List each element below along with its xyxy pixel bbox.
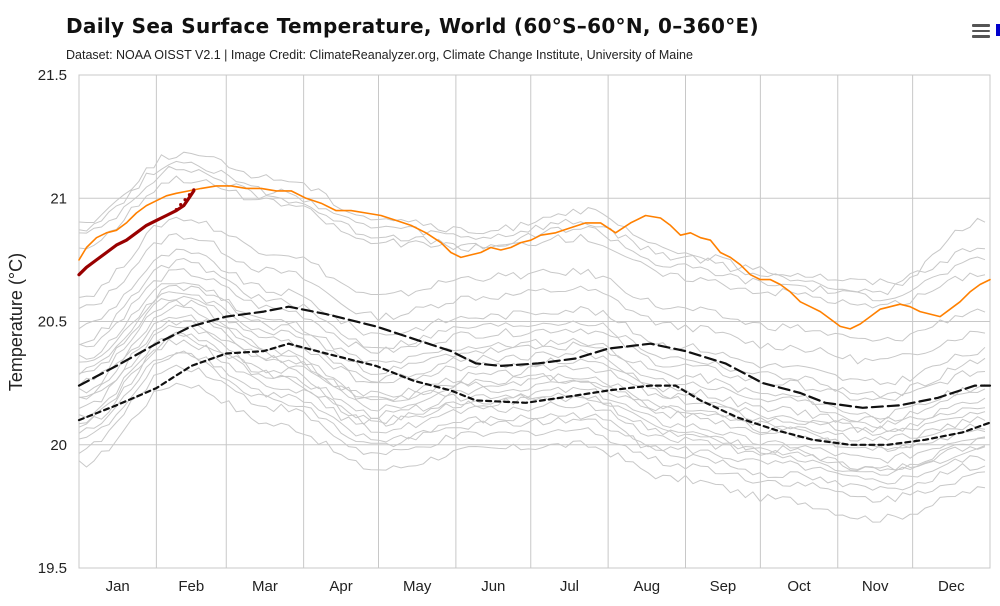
- current-tip-dot: [187, 193, 192, 197]
- y-tick-label: 20: [50, 437, 67, 454]
- background-year-line: [78, 282, 986, 420]
- background-year-line: [78, 284, 986, 424]
- background-year-line: [78, 314, 986, 451]
- background-year-line: [78, 299, 986, 436]
- background-year-line: [78, 304, 986, 442]
- background-year-line: [78, 382, 986, 523]
- background-year-line: [78, 319, 986, 453]
- y-axis-label: Temperature (°C): [6, 253, 26, 391]
- background-years-layer: [78, 151, 986, 523]
- current-tip-dot: [174, 207, 178, 212]
- background-year-line: [78, 324, 986, 464]
- background-year-line: [78, 338, 986, 476]
- y-tick-label: 21: [50, 190, 67, 207]
- edge-link-marker: [996, 24, 1000, 36]
- x-tick-label: Jan: [106, 578, 130, 595]
- x-tick-label: May: [403, 578, 432, 595]
- x-tick-label: Jul: [560, 578, 579, 595]
- background-year-line: [78, 268, 986, 401]
- x-tick-label: Apr: [329, 578, 352, 595]
- background-year-line: [78, 291, 986, 429]
- x-tick-label: Mar: [252, 578, 278, 595]
- series-line-previous: [78, 185, 991, 330]
- background-year-line: [78, 160, 986, 296]
- chart-title: Daily Sea Surface Temperature, World (60…: [66, 14, 759, 38]
- x-tick-label: Dec: [938, 578, 965, 595]
- axis-layer: 19.5 20 20.5 21 21.5 Jan Feb Mar Apr May Jun Jul Aug…: [38, 67, 965, 595]
- background-year-line: [78, 233, 986, 365]
- background-year-line: [78, 350, 986, 485]
- y-tick-label: 21.5: [38, 67, 67, 84]
- x-tick-label: Oct: [787, 578, 811, 595]
- x-tick-label: Jun: [481, 578, 505, 595]
- background-year-line: [78, 175, 986, 309]
- current-tip-dot: [183, 198, 187, 202]
- background-year-line: [78, 216, 986, 342]
- background-year-line: [78, 364, 986, 503]
- hamburger-menu-icon[interactable]: [972, 24, 990, 38]
- x-tick-label: Feb: [178, 578, 204, 595]
- x-tick-label: Aug: [633, 578, 660, 595]
- y-tick-label: 19.5: [38, 560, 67, 577]
- plot-border: [78, 74, 991, 569]
- series-line-current: [77, 189, 196, 277]
- background-year-line: [78, 248, 986, 386]
- grid-layer: [78, 74, 991, 569]
- background-year-line: [78, 151, 986, 286]
- y-tick-label: 20.5: [38, 314, 67, 331]
- current-tip-dot: [192, 188, 196, 192]
- series-line-mean-lower: [77, 342, 992, 446]
- background-year-line: [78, 331, 986, 472]
- x-tick-label: Nov: [862, 578, 889, 595]
- background-year-line: [78, 257, 986, 398]
- series-line-mean-upper: [77, 305, 992, 409]
- current-tip-dot: [179, 203, 183, 207]
- chart-subtitle: Dataset: NOAA OISST V2.1 | Image Credit:…: [66, 48, 693, 62]
- series-layer: [77, 185, 992, 446]
- background-year-line: [78, 295, 986, 434]
- x-tick-label: Sep: [710, 578, 737, 595]
- background-year-line: [78, 352, 986, 491]
